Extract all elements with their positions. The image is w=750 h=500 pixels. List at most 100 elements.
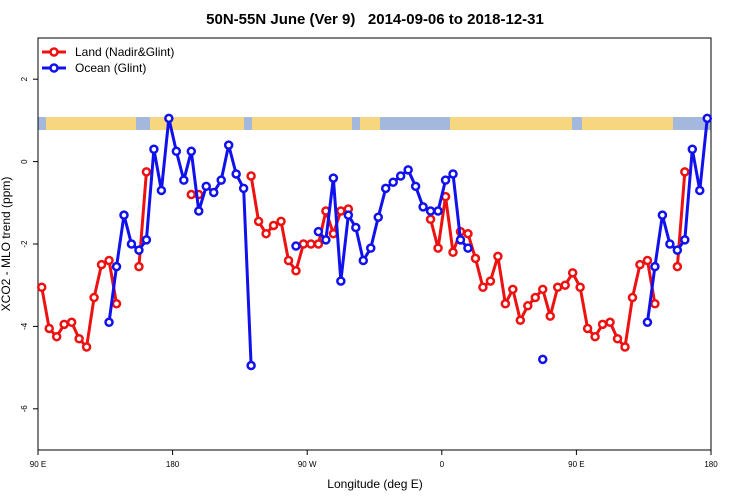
data-point (590, 331, 600, 342)
data-point (395, 171, 406, 181)
data-point (642, 255, 653, 266)
data-point (336, 206, 346, 216)
data-point (560, 280, 570, 290)
data-point (478, 282, 488, 293)
ocean-strip (572, 117, 582, 130)
data-point (373, 212, 383, 222)
data-point (171, 146, 182, 157)
data-point (635, 259, 645, 270)
data-point (463, 243, 473, 253)
legend-marker (49, 63, 59, 73)
data-point (695, 185, 705, 196)
data-point (298, 239, 309, 249)
data-point (351, 222, 361, 233)
x-tick-label: 90 W (298, 460, 317, 469)
land-strip (38, 117, 711, 130)
data-point (650, 298, 660, 309)
data-point (650, 261, 660, 272)
x-tick-label: 90 E (568, 460, 584, 469)
data-point (223, 140, 234, 150)
data-point (111, 298, 122, 309)
x-tick-label: 90 E (30, 460, 46, 469)
data-point (141, 235, 152, 245)
ocean-strip (244, 117, 252, 130)
data-point (702, 113, 713, 124)
data-point (306, 239, 316, 249)
data-point (500, 298, 511, 309)
data-point (89, 292, 99, 303)
y-tick-label: 0 (20, 159, 29, 164)
data-point (253, 216, 264, 227)
data-point (268, 220, 279, 231)
x-axis-label: Longitude (deg E) (327, 477, 422, 491)
land-mask-strip (38, 117, 711, 130)
data-point (627, 292, 638, 303)
data-point (605, 317, 615, 328)
legend-marker (49, 47, 59, 57)
data-point (238, 183, 249, 194)
data-point (448, 247, 458, 257)
x-tick-label: 180 (166, 460, 180, 469)
ocean-strip (136, 117, 150, 130)
data-point (366, 243, 376, 253)
data-point (530, 292, 541, 303)
data-point (433, 206, 443, 216)
data-point (66, 317, 77, 328)
data-point (687, 144, 698, 154)
data-point (336, 276, 346, 286)
data-point (186, 146, 197, 157)
data-point (104, 255, 114, 266)
data-point (179, 175, 189, 185)
data-point (291, 266, 301, 276)
data-point (455, 235, 466, 245)
data-point (523, 301, 533, 311)
data-point (538, 284, 548, 295)
data-point (74, 334, 84, 344)
data-point (425, 214, 436, 225)
data-point (485, 276, 496, 286)
legend-label: Land (Nadir&Glint) (75, 45, 174, 59)
ocean-strip (38, 117, 46, 130)
data-point (291, 241, 301, 251)
data-point (433, 243, 443, 253)
data-point (134, 261, 144, 272)
data-point (51, 331, 62, 342)
data-point (388, 177, 398, 187)
data-point (672, 261, 683, 272)
data-point (194, 206, 204, 216)
data-point (231, 169, 241, 179)
data-point (246, 171, 256, 181)
series-line (107, 116, 709, 366)
data-point (380, 183, 391, 194)
x-tick-label: 0 (440, 460, 445, 469)
data-point (164, 113, 174, 124)
data-point (328, 173, 339, 183)
data-point (358, 255, 369, 266)
data-point (96, 259, 107, 270)
data-point (680, 235, 690, 245)
data-point (425, 206, 436, 216)
data-point (111, 261, 122, 272)
data-point (538, 354, 548, 365)
data-point (104, 317, 114, 328)
data-point (665, 239, 675, 249)
data-point (620, 342, 630, 352)
plot-frame (37, 37, 712, 451)
y-tick-label: -2 (20, 240, 29, 248)
data-point (134, 245, 144, 255)
data-point (680, 167, 690, 177)
data-point (186, 189, 197, 200)
y-tick-label: -4 (20, 322, 29, 330)
data-point (283, 255, 294, 266)
data-point (36, 282, 47, 293)
y-axis-label: XCO2 - MLO trend (ppm) (0, 177, 13, 312)
data-point (463, 228, 473, 239)
legend-label: Ocean (Glint) (75, 61, 146, 75)
data-point (552, 282, 563, 293)
y-tick-label: -6 (20, 405, 29, 413)
data-point (515, 315, 526, 325)
ocean-strip (352, 117, 360, 130)
data-point (493, 251, 503, 262)
data-point (216, 175, 226, 185)
data-point (59, 319, 69, 330)
